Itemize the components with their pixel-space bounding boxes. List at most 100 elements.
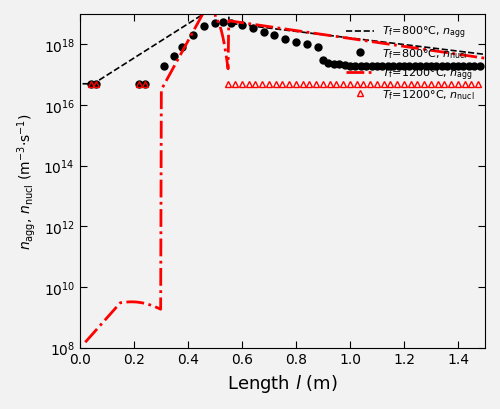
$T_{\mathrm{f}}$=800°C, $n_{\mathrm{nucl}}$ (374, 64, 380, 69)
$T_{\mathrm{f}}$=800°C, $n_{\mathrm{nucl}}$ (385, 64, 391, 69)
$T_{\mathrm{f}}$=1200°C, $n_{\mathrm{agg}}$ (264, 25, 270, 30)
$T_{\mathrm{f}}$=1200°C, $n_{\mathrm{nucl}}$ (293, 82, 299, 87)
X-axis label: Length $l$ (m): Length $l$ (m) (227, 372, 338, 394)
$T_{\mathrm{f}}$=800°C, $n_{\mathrm{agg}}$ (262, 26, 268, 31)
$T_{\mathrm{f}}$=1200°C, $n_{\mathrm{nucl}}$ (462, 82, 468, 87)
$T_{\mathrm{f}}$=800°C, $n_{\mathrm{agg}}$ (226, 0, 232, 2)
$T_{\mathrm{f}}$=1200°C, $n_{\mathrm{nucl}}$ (88, 82, 94, 87)
$T_{\mathrm{f}}$=800°C, $n_{\mathrm{nucl}}$ (401, 64, 407, 69)
$T_{\mathrm{f}}$=800°C, $n_{\mathrm{nucl}}$ (260, 31, 266, 36)
$T_{\mathrm{f}}$=800°C, $n_{\mathrm{nucl}}$ (450, 64, 456, 69)
$T_{\mathrm{f}}$=1200°C, $n_{\mathrm{nucl}}$ (394, 82, 400, 87)
$T_{\mathrm{f}}$=1200°C, $n_{\mathrm{nucl}}$ (455, 82, 461, 87)
$T_{\mathrm{f}}$=1200°C, $n_{\mathrm{nucl}}$ (442, 82, 448, 87)
$T_{\mathrm{f}}$=1200°C, $n_{\mathrm{nucl}}$ (367, 82, 373, 87)
$T_{\mathrm{f}}$=800°C, $n_{\mathrm{nucl}}$ (471, 64, 477, 69)
$T_{\mathrm{f}}$=1200°C, $n_{\mathrm{agg}}$ (350, 37, 356, 42)
$T_{\mathrm{f}}$=800°C, $n_{\mathrm{nucl}}$ (336, 63, 342, 67)
$T_{\mathrm{f}}$=1200°C, $n_{\mathrm{nucl}}$ (286, 82, 292, 87)
$T_{\mathrm{f}}$=800°C, $n_{\mathrm{nucl}}$ (428, 64, 434, 69)
$T_{\mathrm{f}}$=1200°C, $n_{\mathrm{nucl}}$ (266, 82, 272, 87)
$T_{\mathrm{f}}$=1200°C, $n_{\mathrm{nucl}}$ (252, 82, 258, 87)
$T_{\mathrm{f}}$=800°C, $n_{\mathrm{nucl}}$ (390, 64, 396, 69)
$T_{\mathrm{f}}$=800°C, $n_{\mathrm{nucl}}$ (212, 22, 218, 27)
$T_{\mathrm{f}}$=1200°C, $n_{\mathrm{nucl}}$ (334, 82, 340, 87)
$T_{\mathrm{f}}$=800°C, $n_{\mathrm{nucl}}$ (250, 26, 256, 31)
$T_{\mathrm{f}}$=800°C, $n_{\mathrm{nucl}}$ (142, 82, 148, 87)
$T_{\mathrm{f}}$=1200°C, $n_{\mathrm{nucl}}$ (93, 82, 99, 87)
$T_{\mathrm{f}}$=1200°C, $n_{\mathrm{nucl}}$ (408, 82, 414, 87)
$T_{\mathrm{f}}$=800°C, $n_{\mathrm{nucl}}$ (293, 40, 299, 45)
$T_{\mathrm{f}}$=800°C, $n_{\mathrm{nucl}}$ (368, 64, 374, 69)
$T_{\mathrm{f}}$=1200°C, $n_{\mathrm{nucl}}$ (259, 82, 265, 87)
$T_{\mathrm{f}}$=1200°C, $n_{\mathrm{nucl}}$ (475, 82, 481, 87)
$T_{\mathrm{f}}$=800°C, $n_{\mathrm{nucl}}$ (406, 64, 412, 69)
$T_{\mathrm{f}}$=800°C, $n_{\mathrm{nucl}}$ (422, 64, 428, 69)
$T_{\mathrm{f}}$=1200°C, $n_{\mathrm{agg}}$ (482, 56, 488, 61)
$T_{\mathrm{f}}$=1200°C, $n_{\mathrm{nucl}}$ (280, 82, 285, 87)
$T_{\mathrm{f}}$=800°C, $n_{\mathrm{nucl}}$ (272, 34, 278, 38)
$T_{\mathrm{f}}$=1200°C, $n_{\mathrm{nucl}}$ (428, 82, 434, 87)
$T_{\mathrm{f}}$=1200°C, $n_{\mathrm{nucl}}$ (401, 82, 407, 87)
$T_{\mathrm{f}}$=800°C, $n_{\mathrm{nucl}}$ (304, 43, 310, 48)
$T_{\mathrm{f}}$=800°C, $n_{\mathrm{nucl}}$ (342, 63, 347, 68)
$T_{\mathrm{f}}$=1200°C, $n_{\mathrm{nucl}}$ (468, 82, 474, 87)
Line: $T_{\mathrm{f}}$=800°C, $n_{\mathrm{nucl}}$: $T_{\mathrm{f}}$=800°C, $n_{\mathrm{nucl… (87, 19, 483, 88)
$T_{\mathrm{f}}$=1200°C, $n_{\mathrm{nucl}}$ (239, 82, 245, 87)
$T_{\mathrm{f}}$=800°C, $n_{\mathrm{nucl}}$ (455, 64, 461, 69)
$T_{\mathrm{f}}$=800°C, $n_{\mathrm{agg}}$ (349, 37, 355, 42)
$T_{\mathrm{f}}$=800°C, $n_{\mathrm{nucl}}$ (220, 20, 226, 25)
$T_{\mathrm{f}}$=800°C, $n_{\mathrm{agg}}$ (383, 41, 389, 46)
Line: $T_{\mathrm{f}}$=800°C, $n_{\mathrm{agg}}$: $T_{\mathrm{f}}$=800°C, $n_{\mathrm{agg}… (82, 0, 485, 85)
$T_{\mathrm{f}}$=1200°C, $n_{\mathrm{nucl}}$ (300, 82, 306, 87)
$T_{\mathrm{f}}$=1200°C, $n_{\mathrm{nucl}}$ (246, 82, 252, 87)
$T_{\mathrm{f}}$=800°C, $n_{\mathrm{nucl}}$ (444, 64, 450, 69)
$T_{\mathrm{f}}$=1200°C, $n_{\mathrm{nucl}}$ (142, 82, 148, 87)
$T_{\mathrm{f}}$=800°C, $n_{\mathrm{nucl}}$ (239, 23, 245, 28)
$T_{\mathrm{f}}$=1200°C, $n_{\mathrm{nucl}}$ (380, 82, 386, 87)
$T_{\mathrm{f}}$=1200°C, $n_{\mathrm{nucl}}$ (434, 82, 440, 87)
$T_{\mathrm{f}}$=1200°C, $n_{\mathrm{nucl}}$ (313, 82, 319, 87)
$T_{\mathrm{f}}$=800°C, $n_{\mathrm{agg}}$ (183, 24, 189, 29)
$T_{\mathrm{f}}$=1200°C, $n_{\mathrm{agg}}$ (185, 39, 191, 44)
$T_{\mathrm{f}}$=1200°C, $n_{\mathrm{nucl}}$ (414, 82, 420, 87)
$T_{\mathrm{f}}$=1200°C, $n_{\mathrm{nucl}}$ (360, 82, 366, 87)
$T_{\mathrm{f}}$=1200°C, $n_{\mathrm{nucl}}$ (421, 82, 427, 87)
$T_{\mathrm{f}}$=800°C, $n_{\mathrm{nucl}}$ (93, 82, 99, 87)
$T_{\mathrm{f}}$=800°C, $n_{\mathrm{nucl}}$ (201, 25, 207, 29)
$T_{\mathrm{f}}$=1200°C, $n_{\mathrm{nucl}}$ (388, 82, 394, 87)
$T_{\mathrm{f}}$=800°C, $n_{\mathrm{nucl}}$ (412, 64, 418, 69)
$T_{\mathrm{f}}$=1200°C, $n_{\mathrm{nucl}}$ (226, 82, 232, 87)
Line: $T_{\mathrm{f}}$=1200°C, $n_{\mathrm{nucl}}$: $T_{\mathrm{f}}$=1200°C, $n_{\mathrm{nuc… (87, 81, 481, 88)
$T_{\mathrm{f}}$=1200°C, $n_{\mathrm{nucl}}$ (320, 82, 326, 87)
$T_{\mathrm{f}}$=800°C, $n_{\mathrm{nucl}}$ (88, 82, 94, 87)
$T_{\mathrm{f}}$=800°C, $n_{\mathrm{nucl}}$ (358, 64, 364, 69)
$T_{\mathrm{f}}$=1200°C, $n_{\mathrm{nucl}}$ (232, 82, 238, 87)
$T_{\mathrm{f}}$=800°C, $n_{\mathrm{agg}}$ (151, 44, 157, 49)
$T_{\mathrm{f}}$=800°C, $n_{\mathrm{nucl}}$ (172, 55, 177, 60)
$T_{\mathrm{f}}$=800°C, $n_{\mathrm{nucl}}$ (160, 64, 166, 69)
$T_{\mathrm{f}}$=800°C, $n_{\mathrm{agg}}$ (482, 53, 488, 58)
$T_{\mathrm{f}}$=800°C, $n_{\mathrm{nucl}}$ (380, 64, 386, 69)
$T_{\mathrm{f}}$=800°C, $n_{\mathrm{nucl}}$ (326, 61, 332, 66)
$T_{\mathrm{f}}$=800°C, $n_{\mathrm{nucl}}$ (136, 82, 142, 87)
$T_{\mathrm{f}}$=800°C, $n_{\mathrm{nucl}}$ (282, 38, 288, 43)
$T_{\mathrm{f}}$=800°C, $n_{\mathrm{nucl}}$ (434, 64, 440, 69)
$T_{\mathrm{f}}$=1200°C, $n_{\mathrm{nucl}}$ (448, 82, 454, 87)
Legend: $T_{\mathrm{f}}$=800°C, $n_{\mathrm{agg}}$, $T_{\mathrm{f}}$=800°C, $n_{\mathrm{: $T_{\mathrm{f}}$=800°C, $n_{\mathrm{agg}… (342, 20, 479, 106)
$T_{\mathrm{f}}$=800°C, $n_{\mathrm{nucl}}$ (190, 34, 196, 38)
$T_{\mathrm{f}}$=1200°C, $n_{\mathrm{agg}}$ (384, 42, 390, 47)
$T_{\mathrm{f}}$=800°C, $n_{\mathrm{nucl}}$ (228, 22, 234, 27)
$T_{\mathrm{f}}$=800°C, $n_{\mathrm{nucl}}$ (396, 64, 402, 69)
$T_{\mathrm{f}}$=1200°C, $n_{\mathrm{nucl}}$ (272, 82, 278, 87)
$T_{\mathrm{f}}$=800°C, $n_{\mathrm{nucl}}$ (476, 64, 482, 69)
$T_{\mathrm{f}}$=800°C, $n_{\mathrm{nucl}}$ (439, 64, 445, 69)
$T_{\mathrm{f}}$=800°C, $n_{\mathrm{nucl}}$ (320, 58, 326, 63)
$T_{\mathrm{f}}$=800°C, $n_{\mathrm{agg}}$ (318, 33, 324, 38)
Line: $T_{\mathrm{f}}$=1200°C, $n_{\mathrm{agg}}$: $T_{\mathrm{f}}$=1200°C, $n_{\mathrm{agg… (86, 0, 485, 342)
$T_{\mathrm{f}}$=800°C, $n_{\mathrm{nucl}}$ (466, 64, 472, 69)
$T_{\mathrm{f}}$=800°C, $n_{\mathrm{nucl}}$ (352, 64, 358, 69)
$T_{\mathrm{f}}$=800°C, $n_{\mathrm{nucl}}$ (180, 46, 186, 51)
Y-axis label: $n_{\mathrm{agg}}$, $n_{\mathrm{nucl}}$ (m$^{-3}$$\cdot$s$^{-1}$): $n_{\mathrm{agg}}$, $n_{\mathrm{nucl}}$ … (15, 113, 38, 249)
$T_{\mathrm{f}}$=800°C, $n_{\mathrm{nucl}}$ (417, 64, 423, 69)
